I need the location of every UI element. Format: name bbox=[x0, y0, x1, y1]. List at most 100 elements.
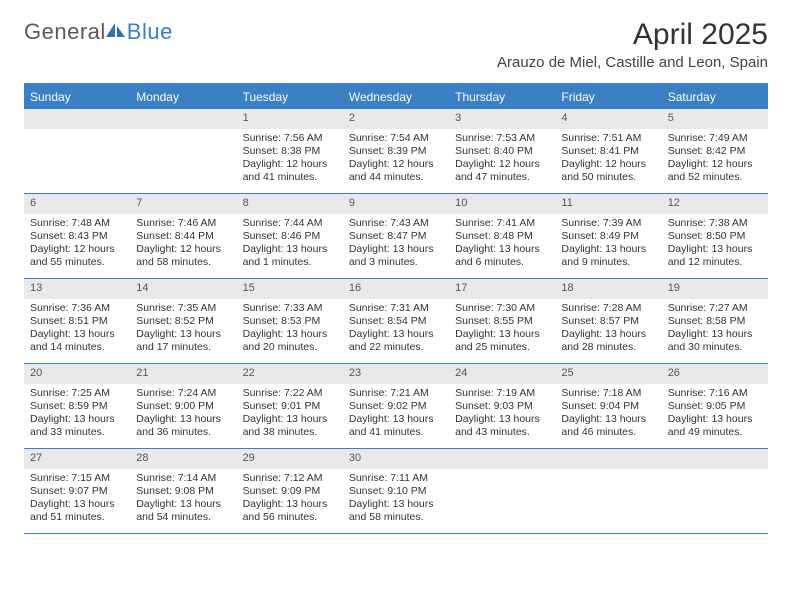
day-number bbox=[130, 109, 236, 129]
sunset-line: Sunset: 9:00 PM bbox=[136, 400, 230, 413]
daylight-line-2: and 58 minutes. bbox=[349, 511, 443, 524]
daylight-line-2: and 58 minutes. bbox=[136, 256, 230, 269]
sunset-line: Sunset: 8:39 PM bbox=[349, 145, 443, 158]
daylight-line-2: and 56 minutes. bbox=[243, 511, 337, 524]
day-cell: 26Sunrise: 7:16 AMSunset: 9:05 PMDayligh… bbox=[662, 364, 768, 448]
daylight-line-1: Daylight: 13 hours bbox=[349, 243, 443, 256]
day-number: 7 bbox=[130, 194, 236, 214]
sunset-line: Sunset: 8:51 PM bbox=[30, 315, 124, 328]
day-cell: 3Sunrise: 7:53 AMSunset: 8:40 PMDaylight… bbox=[449, 109, 555, 193]
daylight-line-1: Daylight: 13 hours bbox=[243, 243, 337, 256]
sunset-line: Sunset: 9:08 PM bbox=[136, 485, 230, 498]
day-number: 23 bbox=[343, 364, 449, 384]
daylight-line-1: Daylight: 12 hours bbox=[668, 158, 762, 171]
day-number bbox=[555, 449, 661, 469]
sunrise-line: Sunrise: 7:16 AM bbox=[668, 387, 762, 400]
sunrise-line: Sunrise: 7:12 AM bbox=[243, 472, 337, 485]
daylight-line-2: and 12 minutes. bbox=[668, 256, 762, 269]
day-cell: 29Sunrise: 7:12 AMSunset: 9:09 PMDayligh… bbox=[237, 449, 343, 533]
day-of-week-cell: Saturday bbox=[662, 85, 768, 109]
day-cell: 17Sunrise: 7:30 AMSunset: 8:55 PMDayligh… bbox=[449, 279, 555, 363]
day-body bbox=[449, 469, 555, 533]
sunset-line: Sunset: 8:44 PM bbox=[136, 230, 230, 243]
day-body: Sunrise: 7:31 AMSunset: 8:54 PMDaylight:… bbox=[343, 299, 449, 363]
daylight-line-1: Daylight: 13 hours bbox=[668, 243, 762, 256]
day-number: 21 bbox=[130, 364, 236, 384]
calendar: SundayMondayTuesdayWednesdayThursdayFrid… bbox=[24, 83, 768, 534]
day-cell bbox=[24, 109, 130, 193]
day-of-week-cell: Sunday bbox=[24, 85, 130, 109]
sunset-line: Sunset: 9:01 PM bbox=[243, 400, 337, 413]
sunset-line: Sunset: 8:41 PM bbox=[561, 145, 655, 158]
daylight-line-1: Daylight: 13 hours bbox=[136, 328, 230, 341]
sunset-line: Sunset: 8:48 PM bbox=[455, 230, 549, 243]
sunset-line: Sunset: 8:54 PM bbox=[349, 315, 443, 328]
day-cell: 22Sunrise: 7:22 AMSunset: 9:01 PMDayligh… bbox=[237, 364, 343, 448]
day-cell: 5Sunrise: 7:49 AMSunset: 8:42 PMDaylight… bbox=[662, 109, 768, 193]
sunset-line: Sunset: 9:03 PM bbox=[455, 400, 549, 413]
daylight-line-1: Daylight: 13 hours bbox=[349, 413, 443, 426]
daylight-line-2: and 36 minutes. bbox=[136, 426, 230, 439]
sunrise-line: Sunrise: 7:48 AM bbox=[30, 217, 124, 230]
daylight-line-1: Daylight: 12 hours bbox=[30, 243, 124, 256]
sunset-line: Sunset: 8:43 PM bbox=[30, 230, 124, 243]
sunrise-line: Sunrise: 7:38 AM bbox=[668, 217, 762, 230]
daylight-line-2: and 9 minutes. bbox=[561, 256, 655, 269]
day-body: Sunrise: 7:28 AMSunset: 8:57 PMDaylight:… bbox=[555, 299, 661, 363]
daylight-line-2: and 41 minutes. bbox=[349, 426, 443, 439]
day-body: Sunrise: 7:54 AMSunset: 8:39 PMDaylight:… bbox=[343, 129, 449, 193]
daylight-line-1: Daylight: 13 hours bbox=[30, 498, 124, 511]
logo-text-general: General bbox=[24, 19, 106, 44]
day-body: Sunrise: 7:53 AMSunset: 8:40 PMDaylight:… bbox=[449, 129, 555, 193]
sunrise-line: Sunrise: 7:18 AM bbox=[561, 387, 655, 400]
day-cell: 28Sunrise: 7:14 AMSunset: 9:08 PMDayligh… bbox=[130, 449, 236, 533]
daylight-line-1: Daylight: 13 hours bbox=[561, 328, 655, 341]
day-number: 12 bbox=[662, 194, 768, 214]
daylight-line-1: Daylight: 13 hours bbox=[243, 328, 337, 341]
day-body: Sunrise: 7:33 AMSunset: 8:53 PMDaylight:… bbox=[237, 299, 343, 363]
daylight-line-1: Daylight: 13 hours bbox=[136, 498, 230, 511]
sunset-line: Sunset: 9:02 PM bbox=[349, 400, 443, 413]
day-of-week-row: SundayMondayTuesdayWednesdayThursdayFrid… bbox=[24, 85, 768, 109]
day-of-week-cell: Monday bbox=[130, 85, 236, 109]
daylight-line-1: Daylight: 13 hours bbox=[455, 243, 549, 256]
daylight-line-1: Daylight: 13 hours bbox=[136, 413, 230, 426]
day-cell bbox=[130, 109, 236, 193]
sunset-line: Sunset: 8:49 PM bbox=[561, 230, 655, 243]
day-body bbox=[662, 469, 768, 533]
day-body: Sunrise: 7:35 AMSunset: 8:52 PMDaylight:… bbox=[130, 299, 236, 363]
day-cell bbox=[449, 449, 555, 533]
sunset-line: Sunset: 8:50 PM bbox=[668, 230, 762, 243]
day-number: 11 bbox=[555, 194, 661, 214]
day-body: Sunrise: 7:43 AMSunset: 8:47 PMDaylight:… bbox=[343, 214, 449, 278]
day-body bbox=[555, 469, 661, 533]
daylight-line-2: and 51 minutes. bbox=[30, 511, 124, 524]
day-cell: 6Sunrise: 7:48 AMSunset: 8:43 PMDaylight… bbox=[24, 194, 130, 278]
day-of-week-cell: Tuesday bbox=[237, 85, 343, 109]
daylight-line-2: and 47 minutes. bbox=[455, 171, 549, 184]
sunrise-line: Sunrise: 7:25 AM bbox=[30, 387, 124, 400]
day-body bbox=[130, 129, 236, 193]
header: GeneralBlue April 2025 Arauzo de Miel, C… bbox=[0, 0, 792, 77]
day-cell: 14Sunrise: 7:35 AMSunset: 8:52 PMDayligh… bbox=[130, 279, 236, 363]
sunrise-line: Sunrise: 7:39 AM bbox=[561, 217, 655, 230]
daylight-line-1: Daylight: 13 hours bbox=[243, 498, 337, 511]
day-body: Sunrise: 7:25 AMSunset: 8:59 PMDaylight:… bbox=[24, 384, 130, 448]
daylight-line-2: and 14 minutes. bbox=[30, 341, 124, 354]
location: Arauzo de Miel, Castille and Leon, Spain bbox=[497, 54, 768, 71]
day-number: 27 bbox=[24, 449, 130, 469]
title-block: April 2025 Arauzo de Miel, Castille and … bbox=[497, 18, 768, 71]
day-number: 10 bbox=[449, 194, 555, 214]
daylight-line-1: Daylight: 13 hours bbox=[455, 328, 549, 341]
day-body: Sunrise: 7:19 AMSunset: 9:03 PMDaylight:… bbox=[449, 384, 555, 448]
day-number: 8 bbox=[237, 194, 343, 214]
daylight-line-1: Daylight: 13 hours bbox=[668, 328, 762, 341]
weeks-container: 1Sunrise: 7:56 AMSunset: 8:38 PMDaylight… bbox=[24, 109, 768, 534]
day-body: Sunrise: 7:30 AMSunset: 8:55 PMDaylight:… bbox=[449, 299, 555, 363]
daylight-line-2: and 43 minutes. bbox=[455, 426, 549, 439]
day-number: 4 bbox=[555, 109, 661, 129]
daylight-line-2: and 30 minutes. bbox=[668, 341, 762, 354]
sunrise-line: Sunrise: 7:27 AM bbox=[668, 302, 762, 315]
day-number: 1 bbox=[237, 109, 343, 129]
sunset-line: Sunset: 8:42 PM bbox=[668, 145, 762, 158]
